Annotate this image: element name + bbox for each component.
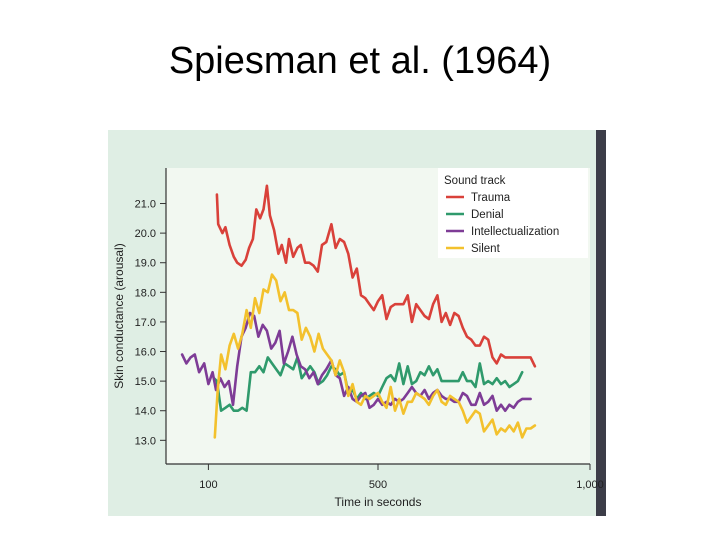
legend: Sound track Trauma Denial Intellectualizati… xyxy=(438,168,588,258)
slide-title: Spiesman et al. (1964) xyxy=(168,40,552,82)
x-tick-label: 500 xyxy=(369,479,387,491)
legend-label-silent: Silent xyxy=(471,243,501,255)
line-chart: 13.0 14.0 15.0 16.0 17.0 18.0 19.0 20.0 21.0 100 5… xyxy=(108,130,606,516)
series-layer xyxy=(180,184,537,439)
y-tick-label: 17.0 xyxy=(135,317,156,329)
y-axis-label: Skin conductance (arousal) xyxy=(112,243,126,388)
x-tick-label: 100 xyxy=(199,479,217,491)
book-page-edge xyxy=(596,130,606,516)
y-tick-label: 14.0 xyxy=(135,406,156,418)
x-axis-label: Time in seconds xyxy=(335,495,422,509)
y-tick-label: 16.0 xyxy=(135,347,156,359)
legend-label-trauma: Trauma xyxy=(471,192,511,204)
legend-label-intellectualization: Intellectualization xyxy=(471,226,559,238)
series-line-silent xyxy=(213,273,537,439)
x-tick-label: 1,000 xyxy=(576,479,604,491)
y-tick-label: 15.0 xyxy=(135,376,156,388)
y-tick-label: 18.0 xyxy=(135,287,156,299)
y-tick-label: 21.0 xyxy=(135,199,156,211)
y-tick-label: 20.0 xyxy=(135,228,156,240)
series-line-trauma xyxy=(215,184,537,368)
y-tick-label: 19.0 xyxy=(135,258,156,270)
y-tick-label: 13.0 xyxy=(135,435,156,447)
axes: 13.0 14.0 15.0 16.0 17.0 18.0 19.0 20.0 21.0 100 5… xyxy=(112,168,604,509)
chart-figure: 13.0 14.0 15.0 16.0 17.0 18.0 19.0 20.0 21.0 100 5… xyxy=(108,130,606,516)
legend-label-denial: Denial xyxy=(471,209,504,221)
legend-title: Sound track xyxy=(444,175,506,187)
